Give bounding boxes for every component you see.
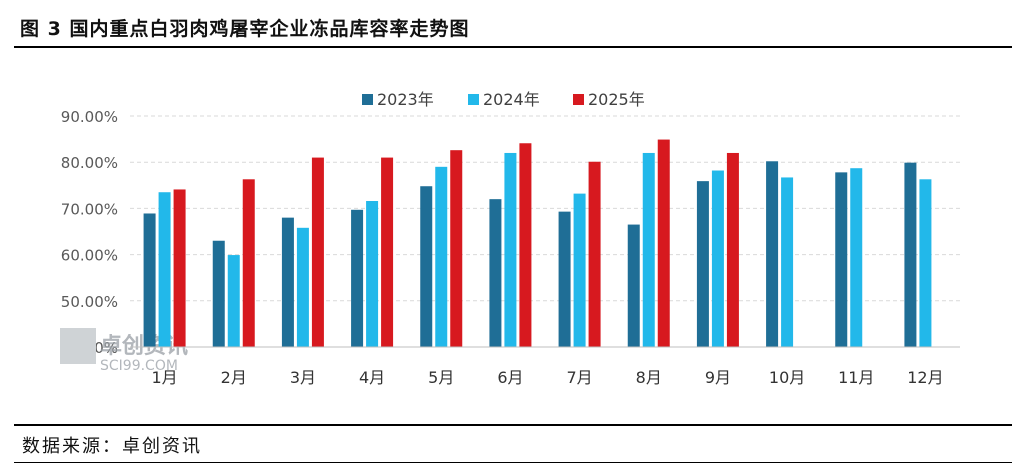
bar-2025 <box>657 139 670 347</box>
bar-2025 <box>450 150 463 347</box>
bar-2024 <box>504 152 517 347</box>
bar-2023 <box>696 181 709 347</box>
bar-2025 <box>311 157 324 347</box>
y-tick-label: 70.00% <box>61 200 118 218</box>
bar-2025 <box>381 157 394 347</box>
watermark-logo <box>60 328 96 364</box>
x-tick-label: 8月 <box>636 368 662 387</box>
chart-legend: 2023年 2024年 2025年 <box>362 90 645 109</box>
title-rule <box>14 46 1012 48</box>
watermark-en: SCI99.COM <box>100 358 178 374</box>
bar-2024 <box>781 177 794 347</box>
x-axis: 1月 2月 3月 4月 5月 6月 7月 8月 9月 10月 11月 12月 <box>130 346 960 387</box>
legend-label-2024: 2024年 <box>483 90 540 109</box>
bar-2023 <box>766 161 779 347</box>
bar-2023 <box>351 209 364 347</box>
bar-2023 <box>143 213 156 347</box>
chart-bars <box>143 139 932 347</box>
x-tick-label: 2月 <box>221 368 247 387</box>
bar-2023 <box>420 186 433 347</box>
y-tick-label: 90.00% <box>61 108 118 126</box>
x-tick-label: 6月 <box>497 368 523 387</box>
legend-label-2025: 2025年 <box>588 90 645 109</box>
data-source: 数据来源：卓创资讯 <box>22 436 202 457</box>
chart-gridlines <box>130 115 960 302</box>
y-tick-label: 50.00% <box>61 293 118 311</box>
x-tick-label: 12月 <box>907 368 943 387</box>
legend-swatch-2023 <box>362 94 373 105</box>
x-tick-label: 1月 <box>151 368 177 387</box>
bar-2023 <box>904 162 917 347</box>
chart-title: 图 3 国内重点白羽肉鸡屠宰企业冻品库容率走势图 <box>20 18 470 40</box>
bar-2024 <box>850 168 863 347</box>
x-tick-label: 11月 <box>838 368 874 387</box>
bar-2023 <box>489 199 502 347</box>
legend-swatch-2025 <box>573 94 584 105</box>
bar-2025 <box>519 143 532 347</box>
x-tick-label: 4月 <box>359 368 385 387</box>
footer-rule <box>14 424 1012 426</box>
bar-2025 <box>588 161 601 347</box>
bar-2024 <box>711 170 724 347</box>
bar-2024 <box>642 152 655 347</box>
footer-rule-bottom <box>14 462 1012 463</box>
bar-2024 <box>573 193 586 347</box>
bar-2024 <box>227 255 240 347</box>
bar-2024 <box>158 192 171 347</box>
bar-2024 <box>296 227 309 347</box>
bar-2023 <box>212 240 225 347</box>
bar-2025 <box>242 179 255 347</box>
bar-2024 <box>919 179 932 347</box>
y-axis-ticks: 40.00%50.00%60.00%70.00%80.00%90.00% <box>61 108 118 357</box>
title-bar: 图 3 国内重点白羽肉鸡屠宰企业冻品库容率走势图 <box>0 0 1026 50</box>
legend-swatch-2024 <box>468 94 479 105</box>
bar-2024 <box>435 166 448 347</box>
bar-2025 <box>726 152 739 347</box>
legend-label-2023: 2023年 <box>377 90 434 109</box>
bar-2023 <box>281 217 294 347</box>
x-tick-label: 10月 <box>769 368 805 387</box>
bar-2025 <box>173 189 186 347</box>
y-tick-label: 60.00% <box>61 247 118 265</box>
x-tick-label: 9月 <box>705 368 731 387</box>
y-tick-label: 80.00% <box>61 154 118 172</box>
bar-2023 <box>835 172 848 347</box>
bar-2024 <box>366 201 379 347</box>
x-tick-label: 5月 <box>428 368 454 387</box>
bar-2023 <box>627 224 640 347</box>
x-tick-label: 3月 <box>290 368 316 387</box>
bar-2023 <box>558 211 571 347</box>
x-tick-label: 7月 <box>566 368 592 387</box>
